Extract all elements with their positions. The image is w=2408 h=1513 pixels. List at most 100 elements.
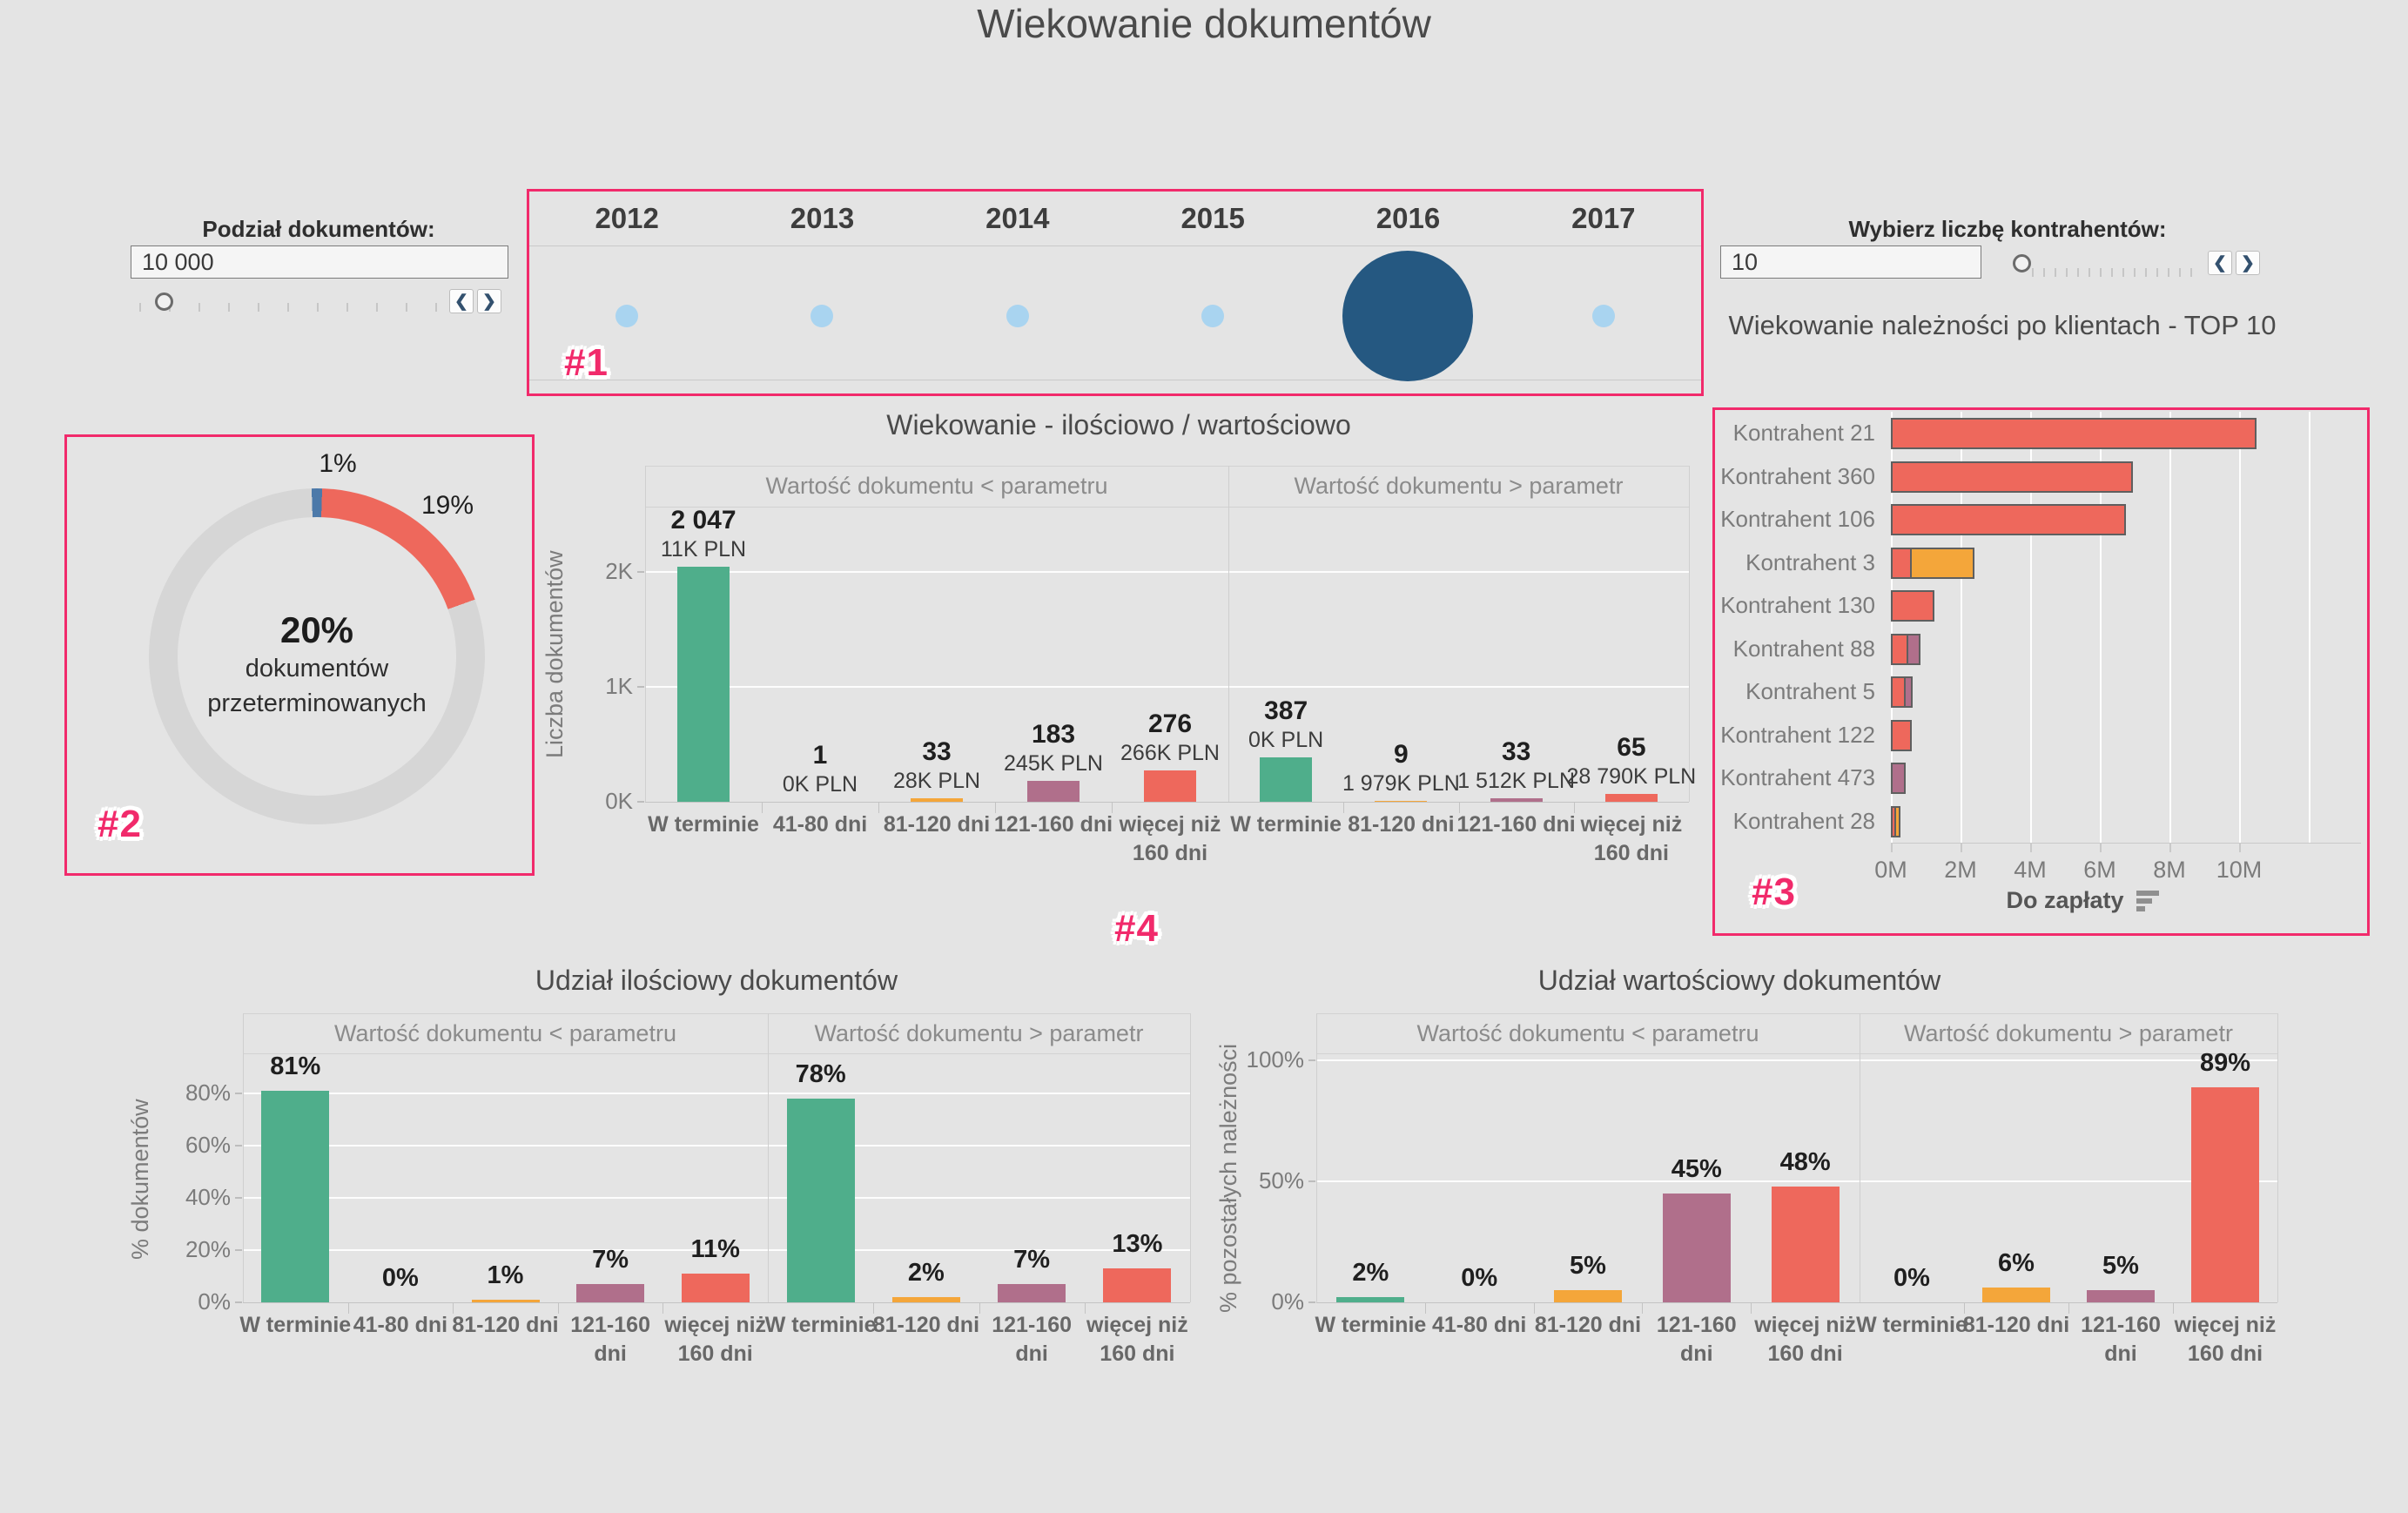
- category-label: 121-160 dni: [1456, 812, 1576, 837]
- document-split-slider-ticks: [139, 303, 442, 312]
- client-bar[interactable]: [1891, 461, 2133, 493]
- category-label: W terminie: [764, 1313, 877, 1337]
- bar-value-label: 45%: [1671, 1155, 1722, 1183]
- x-axis-tick-label: 10M: [2216, 857, 2263, 883]
- bar[interactable]: [786, 1099, 855, 1302]
- bar-segment[interactable]: [1910, 547, 1974, 579]
- bar-segment[interactable]: [1907, 633, 1920, 665]
- bar[interactable]: [911, 798, 963, 802]
- bar[interactable]: [576, 1284, 645, 1302]
- bar[interactable]: [1771, 1187, 1840, 1302]
- bar[interactable]: [1260, 757, 1313, 802]
- client-bar[interactable]: [1891, 719, 1912, 751]
- category-label: więcej niż 160 dni: [1754, 1313, 1856, 1366]
- document-split-next-button[interactable]: ❯: [477, 289, 501, 313]
- bar-segment[interactable]: [1894, 805, 1900, 837]
- client-bar[interactable]: [1891, 590, 1934, 622]
- year-dot[interactable]: [1201, 305, 1225, 327]
- y-axis-tick-mark: [1308, 1180, 1315, 1182]
- bar[interactable]: [2087, 1290, 2155, 1302]
- bar[interactable]: [998, 1284, 1066, 1302]
- bar-value-label: 7%: [592, 1246, 629, 1274]
- top10-axis-tick-marks: [1891, 843, 2241, 852]
- bar[interactable]: [1375, 801, 1428, 802]
- bar[interactable]: [1554, 1290, 1622, 1302]
- table-row: Kontrahent 473: [1715, 756, 2367, 800]
- year-label: 2013: [790, 202, 855, 234]
- bar[interactable]: [1604, 794, 1658, 802]
- category-tick-mark: [1425, 1302, 1426, 1314]
- client-count-next-button[interactable]: ❯: [2236, 251, 2260, 275]
- category-tick-mark: [2173, 1302, 2174, 1314]
- bar-segment[interactable]: [1891, 547, 1912, 579]
- bar[interactable]: [891, 1297, 960, 1302]
- client-count-slider-handle[interactable]: [2013, 254, 2031, 272]
- table-row: Kontrahent 28: [1715, 800, 2367, 844]
- bar[interactable]: [1027, 781, 1080, 802]
- y-axis-tick-mark: [637, 571, 644, 573]
- year-dot[interactable]: [811, 305, 834, 327]
- bar-value-label: 0%: [1461, 1264, 1498, 1292]
- bar[interactable]: [681, 1274, 750, 1302]
- client-bar[interactable]: [1891, 504, 2126, 535]
- page-title: Wiekowanie dokumentów: [977, 1, 1431, 46]
- bar-segment[interactable]: [1891, 719, 1912, 751]
- category-tick-mark: [1534, 1302, 1535, 1314]
- client-bar[interactable]: [1891, 676, 1913, 708]
- bar[interactable]: [2191, 1087, 2259, 1302]
- client-bar[interactable]: [1891, 547, 1974, 579]
- bar-count-label: 387: [1264, 696, 1308, 725]
- bar[interactable]: [1982, 1288, 2050, 1302]
- bar-segment[interactable]: [1891, 763, 1906, 794]
- year-selector: 2012 2013 2014 2015 2016 2017: [529, 192, 1701, 393]
- client-count-prev-button[interactable]: ❮: [2208, 251, 2232, 275]
- bar-segment[interactable]: [1891, 590, 1934, 622]
- category-tick-mark: [2068, 1302, 2069, 1314]
- year-dot[interactable]: [1591, 305, 1615, 327]
- bar-segment[interactable]: [1891, 418, 2257, 449]
- sort-descending-icon[interactable]: [2136, 890, 2159, 911]
- client-label: Kontrahent 473: [1720, 764, 1875, 791]
- bar[interactable]: [261, 1091, 330, 1302]
- client-label: Kontrahent 106: [1720, 506, 1875, 533]
- client-bar[interactable]: [1891, 763, 1906, 794]
- bar[interactable]: [677, 567, 730, 802]
- bar[interactable]: [471, 1300, 540, 1302]
- bar-value-label: 89%: [2199, 1049, 2251, 1077]
- gridline: [243, 1145, 1190, 1147]
- bar-count-label: 33: [1501, 737, 1531, 766]
- panel-header-bottom-line: [645, 507, 1689, 508]
- document-split-input[interactable]: 10 000: [131, 245, 508, 279]
- year-dot[interactable]: [1006, 305, 1029, 327]
- category-label: W terminie: [1856, 1313, 1967, 1337]
- bar-segment[interactable]: [1904, 676, 1913, 708]
- client-bar[interactable]: [1891, 633, 1920, 665]
- top10-x-axis-label: Do zapłaty: [2006, 887, 2124, 913]
- top10-chart: Do zapłaty Kontrahent 21 Kontrahent 360 Ko…: [1715, 410, 2367, 933]
- document-split-slider-handle[interactable]: [155, 293, 173, 311]
- bar[interactable]: [1336, 1297, 1405, 1302]
- bar-value-label: 78%: [795, 1060, 846, 1088]
- document-split-prev-button[interactable]: ❮: [449, 289, 474, 313]
- x-axis-tick-label: 0M: [1874, 857, 1907, 883]
- client-count-input[interactable]: 10: [1720, 245, 1981, 279]
- year-dot[interactable]: [615, 305, 639, 327]
- category-label: więcej niż 160 dni: [1086, 1313, 1188, 1366]
- bar-segment[interactable]: [1891, 504, 2126, 535]
- bar[interactable]: [1103, 1268, 1172, 1302]
- donut-slice-label-large: 19%: [420, 491, 474, 520]
- category-label: 81-120 dni: [1534, 1313, 1642, 1337]
- client-bar[interactable]: [1891, 805, 1900, 837]
- year-dot-selected[interactable]: [1342, 251, 1474, 381]
- bar[interactable]: [1662, 1194, 1731, 1302]
- client-bar[interactable]: [1891, 418, 2257, 449]
- y-axis-tick-label: 50%: [1258, 1167, 1304, 1194]
- category-label: więcej niż 160 dni: [2174, 1313, 2277, 1366]
- bar-segment[interactable]: [1891, 633, 1908, 665]
- bar-value-label: 6%: [1998, 1249, 2035, 1277]
- panel-header-bottom-line: [243, 1053, 1190, 1054]
- bar[interactable]: [1144, 770, 1196, 802]
- bar[interactable]: [1490, 798, 1543, 802]
- region-tag-3: #3: [1752, 871, 1796, 913]
- bar-segment[interactable]: [1891, 461, 2133, 493]
